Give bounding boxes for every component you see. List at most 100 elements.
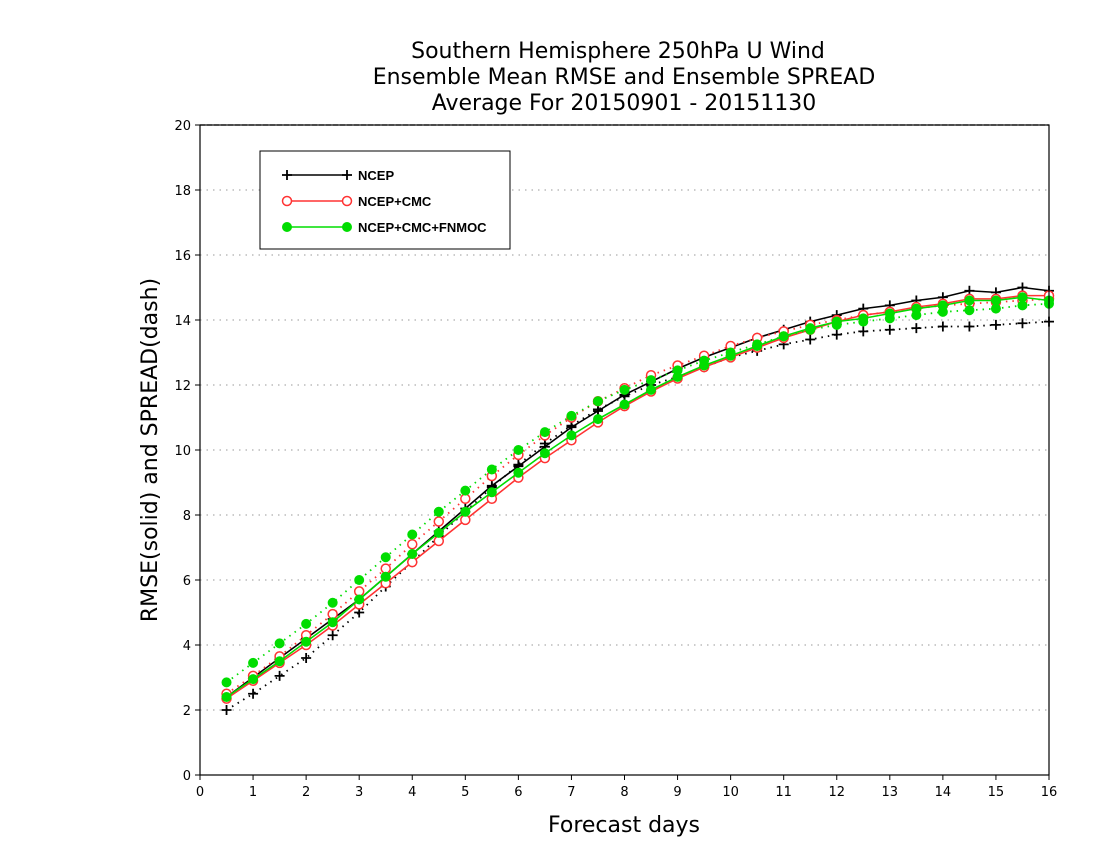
legend-label-ncep-cmc-fnmoc: NCEP+CMC+FNMOC — [358, 220, 487, 235]
title-line-2: Ensemble Mean RMSE and Ensemble SPREAD — [373, 65, 876, 90]
x-tick-label: 6 — [514, 785, 522, 800]
spread-point-ncep-cmc-fnmoc — [221, 677, 232, 688]
spread-point-ncep — [911, 323, 922, 334]
spread-point-ncep — [805, 334, 816, 345]
y-tick-label: 2 — [183, 704, 191, 719]
rmse-point-ncep-cmc-fnmoc — [884, 308, 895, 319]
spread-point-ncep-cmc-fnmoc — [646, 375, 657, 386]
chart-title: Southern Hemisphere 250hPa U Wind Ensemb… — [373, 39, 876, 116]
legend-marker-ncep-cmc — [281, 195, 293, 207]
rmse-point-ncep-cmc-fnmoc — [858, 313, 869, 324]
rmse-point-ncep-cmc-fnmoc — [990, 295, 1001, 306]
y-tick-label: 4 — [183, 639, 191, 654]
y-tick-label: 6 — [183, 574, 191, 589]
spread-point-ncep — [964, 321, 975, 332]
spread-point-ncep — [831, 329, 842, 340]
spread-point-ncep — [1017, 318, 1028, 329]
rmse-point-ncep-cmc-fnmoc — [752, 341, 763, 351]
x-tick-label: 13 — [882, 785, 899, 800]
legend-marker-ncep-cmc-fnmoc — [342, 222, 352, 232]
y-tick-label: 10 — [174, 444, 191, 459]
spread-point-ncep-cmc-fnmoc — [354, 575, 365, 585]
y-tick-label: 12 — [174, 379, 191, 394]
rmse-point-ncep-cmc-fnmoc — [433, 527, 444, 538]
legend-entry-ncep: NCEP — [282, 168, 394, 183]
x-tick-label: 8 — [620, 785, 628, 800]
legend-box — [259, 150, 511, 250]
spread-point-ncep-cmc-fnmoc — [513, 445, 524, 455]
y-tick-label: 16 — [174, 249, 191, 264]
legend-marker-ncep-cmc — [341, 195, 353, 207]
spread-point-ncep-cmc — [433, 516, 445, 527]
spread-point-ncep — [221, 705, 232, 715]
rmse-point-ncep-cmc-fnmoc — [699, 360, 710, 371]
rmse-point-ncep-cmc-fnmoc — [539, 448, 550, 459]
rmse-point-ncep-cmc-fnmoc — [911, 303, 922, 314]
x-tick-label: 11 — [775, 785, 792, 800]
rmse-point-ncep-cmc-fnmoc — [221, 692, 232, 702]
spread-point-ncep-cmc-fnmoc — [433, 506, 444, 517]
x-tick-label: 4 — [408, 785, 416, 800]
x-tick-label: 9 — [673, 785, 681, 800]
legend-marker-ncep — [282, 170, 292, 180]
title-line-3: Average For 20150901 - 20151130 — [432, 91, 817, 116]
x-tick-label: 1 — [249, 785, 257, 800]
rmse-point-ncep-cmc-fnmoc — [354, 594, 365, 605]
y-tick-label: 0 — [183, 769, 191, 784]
spread-point-ncep — [884, 324, 895, 335]
spread-point-ncep — [301, 653, 312, 663]
rmse-point-ncep-cmc-fnmoc — [592, 414, 603, 425]
legend-marker-ncep-cmc — [341, 195, 353, 207]
x-tick-label: 7 — [567, 785, 575, 800]
legend-marker-ncep-cmc — [281, 195, 293, 207]
spread-point-ncep-cmc-fnmoc — [486, 464, 497, 475]
legend-entry-ncep-cmc: NCEP+CMC — [281, 194, 432, 209]
x-tick-label: 3 — [355, 785, 363, 800]
rmse-point-ncep-cmc-fnmoc — [646, 384, 657, 395]
spread-point-ncep-cmc-fnmoc — [407, 529, 418, 540]
legend-marker-ncep — [342, 170, 352, 180]
spread-point-ncep-cmc-fnmoc — [380, 552, 391, 563]
x-tick-label: 5 — [461, 785, 469, 800]
x-axis-label: Forecast days — [548, 813, 700, 838]
legend: NCEP NCEP+CMC NCEP+CMC+FNMOC — [259, 150, 511, 250]
rmse-point-ncep-cmc-fnmoc — [301, 636, 312, 647]
rmse-point-ncep-cmc-fnmoc — [513, 467, 524, 478]
x-tick-label: 16 — [1041, 785, 1058, 800]
rmse-point-ncep-cmc-fnmoc — [672, 371, 683, 382]
legend-label-ncep-cmc: NCEP+CMC — [358, 194, 432, 209]
x-tick-label: 12 — [828, 785, 845, 800]
spread-point-ncep — [327, 630, 338, 641]
rmse-point-ncep-cmc-fnmoc — [831, 316, 842, 327]
spread-point-ncep-cmc-fnmoc — [274, 638, 285, 649]
x-tick-label: 10 — [722, 785, 739, 800]
y-tick-label: 18 — [174, 184, 191, 199]
legend-marker-ncep-cmc-fnmoc — [282, 222, 292, 232]
spread-point-ncep-cmc-fnmoc — [301, 618, 312, 629]
spread-point-ncep — [990, 319, 1001, 330]
legend-entry-ncep-cmc-fnmoc: NCEP+CMC+FNMOC — [282, 220, 487, 235]
y-tick-label: 20 — [174, 119, 191, 134]
x-tick-label: 15 — [988, 785, 1005, 800]
rmse-point-ncep-cmc-fnmoc — [486, 487, 497, 498]
rmse-point-ncep-cmc-fnmoc — [937, 300, 948, 311]
y-axis-label: RMSE(solid) and SPREAD(dash) — [138, 278, 163, 622]
rmse-point-ncep-cmc-fnmoc — [1017, 292, 1028, 303]
spread-point-ncep-cmc-fnmoc — [539, 427, 550, 438]
spread-point-ncep-cmc-fnmoc — [327, 597, 338, 608]
spread-point-ncep — [937, 321, 948, 332]
spread-point-ncep-cmc-fnmoc — [566, 410, 577, 421]
spread-point-ncep-cmc-fnmoc — [619, 384, 630, 395]
spread-point-ncep-cmc — [407, 539, 418, 550]
spread-point-ncep-cmc-fnmoc — [460, 485, 471, 496]
legend-marker-ncep-cmc-fnmoc — [282, 222, 292, 232]
rmse-point-ncep-cmc-fnmoc — [619, 399, 630, 410]
rmse-point-ncep-cmc-fnmoc — [327, 617, 338, 628]
rmse-point-ncep-cmc-fnmoc — [778, 331, 789, 342]
y-tick-label: 14 — [174, 314, 191, 329]
rmse-point-ncep-cmc-fnmoc — [248, 674, 259, 685]
spread-point-ncep-cmc-fnmoc — [964, 305, 975, 316]
